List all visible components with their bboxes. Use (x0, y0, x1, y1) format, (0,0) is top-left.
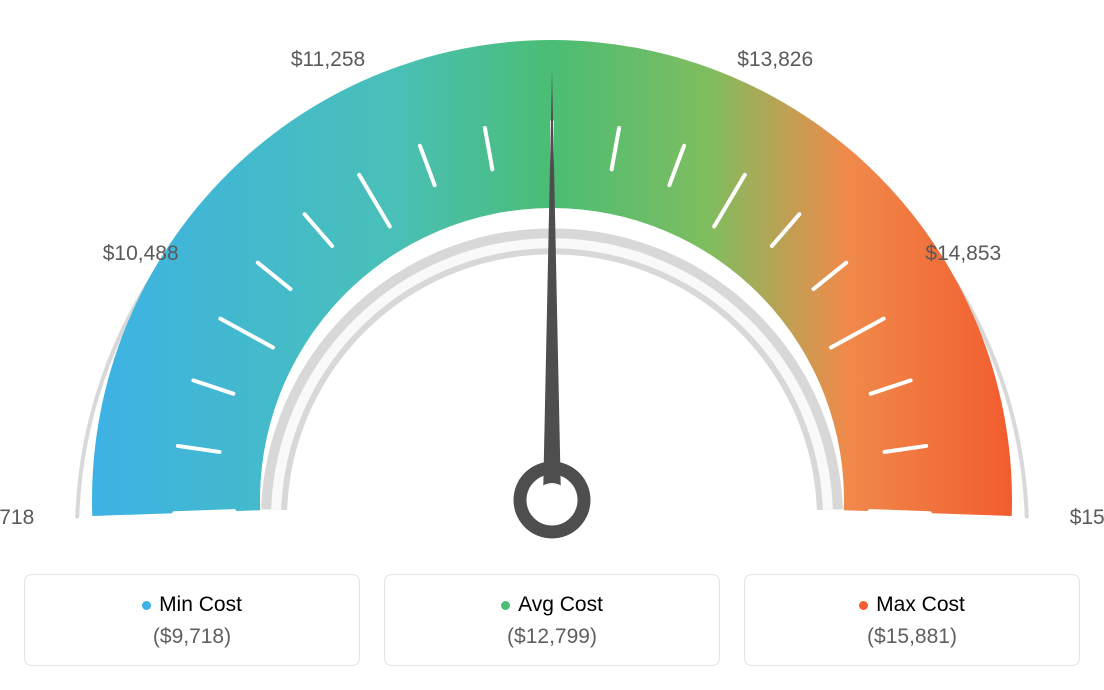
dot-icon (142, 601, 151, 610)
gauge-svg (0, 0, 1104, 560)
legend-card-max: Max Cost ($15,881) (744, 574, 1080, 666)
legend-title-max: Max Cost (859, 593, 965, 617)
gauge-tick-label: $14,853 (925, 242, 1001, 266)
gauge-tick-label: $13,826 (737, 48, 813, 72)
gauge-tick-label: $10,488 (103, 242, 179, 266)
legend-value-avg: ($12,799) (397, 625, 707, 649)
gauge-chart: $9,718$10,488$11,258$12,799$13,826$14,85… (0, 0, 1104, 560)
legend-value-max: ($15,881) (757, 625, 1067, 649)
legend-title-text: Avg Cost (518, 593, 603, 617)
gauge-tick-label: $15,881 (1070, 506, 1104, 530)
legend-title-text: Min Cost (159, 593, 242, 617)
gauge-tick-label: $9,718 (0, 506, 34, 530)
legend-title-text: Max Cost (876, 593, 965, 617)
legend-title-min: Min Cost (142, 593, 242, 617)
legend-card-min: Min Cost ($9,718) (24, 574, 360, 666)
dot-icon (859, 601, 868, 610)
legend-title-avg: Avg Cost (501, 593, 603, 617)
legend-card-avg: Avg Cost ($12,799) (384, 574, 720, 666)
legend-row: Min Cost ($9,718) Avg Cost ($12,799) Max… (24, 574, 1080, 666)
dot-icon (501, 601, 510, 610)
legend-value-min: ($9,718) (37, 625, 347, 649)
gauge-tick-label: $11,258 (291, 48, 365, 72)
cost-gauge-container: $9,718$10,488$11,258$12,799$13,826$14,85… (0, 0, 1104, 690)
